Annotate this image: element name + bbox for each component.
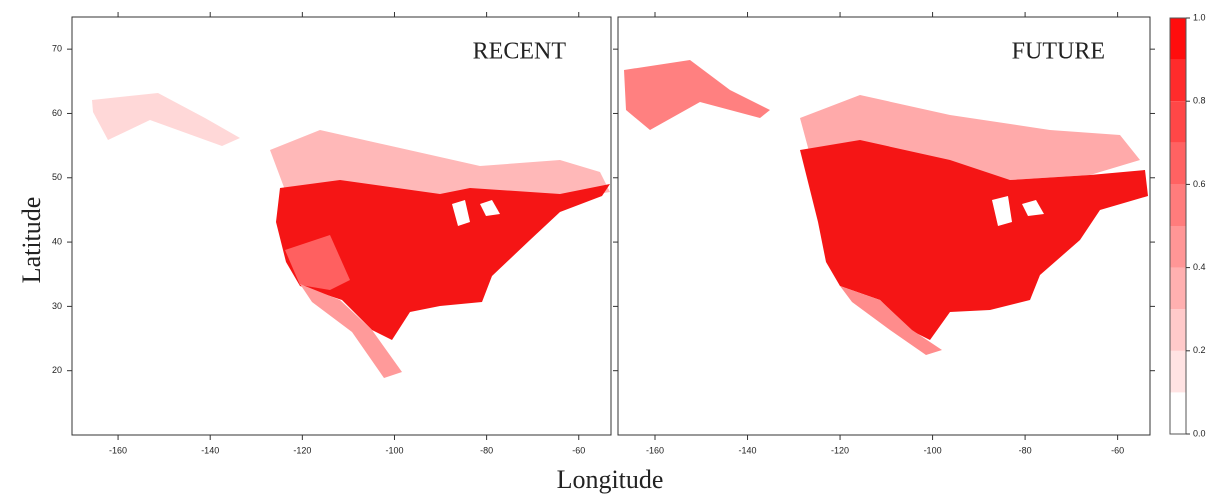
- x-tick-label: -140: [739, 445, 757, 455]
- map-recent: [92, 93, 610, 378]
- x-tick-label: -120: [293, 445, 311, 455]
- panel-label: FUTURE: [1012, 39, 1105, 65]
- y-tick-label: 20: [52, 365, 62, 375]
- colorbar-tick-label: 0.0: [1193, 428, 1206, 438]
- colorbar-band: [1170, 18, 1186, 60]
- colorbar-band: [1170, 309, 1186, 351]
- panel-frame: [71, 16, 612, 436]
- colorbar-tick-label: 0.2: [1193, 345, 1206, 355]
- colorbar-band: [1170, 101, 1186, 143]
- colorbar-tick-label: 0.6: [1193, 179, 1206, 189]
- colorbar-tick-label: 1.0: [1193, 12, 1206, 22]
- colorbar-band: [1170, 59, 1186, 102]
- y-tick-label: 50: [52, 172, 62, 182]
- panel-frame: [617, 16, 1151, 436]
- colorbar-tick-label: 0.8: [1193, 96, 1206, 106]
- colorbar-band: [1170, 350, 1186, 393]
- colorbar-frame: [1169, 17, 1187, 435]
- x-tick-label: -100: [385, 445, 403, 455]
- colorbar-band: [1170, 226, 1186, 268]
- x-axis-label: Longitude: [557, 465, 664, 494]
- x-tick-label: -60: [572, 445, 585, 455]
- x-tick-label: -80: [1019, 445, 1032, 455]
- colorbar-band: [1170, 184, 1186, 226]
- x-tick-label: -100: [924, 445, 942, 455]
- panel-label: RECENT: [473, 39, 567, 65]
- y-tick-label: 60: [52, 108, 62, 118]
- x-tick-label: -80: [480, 445, 493, 455]
- x-tick-label: -160: [646, 445, 664, 455]
- colorbar-band: [1170, 267, 1186, 310]
- x-tick-label: -140: [201, 445, 219, 455]
- y-axis-label: Latitude: [17, 197, 46, 284]
- x-tick-label: -60: [1111, 445, 1124, 455]
- map-future: [624, 60, 1148, 355]
- colorbar-band: [1170, 392, 1186, 434]
- y-tick-label: 40: [52, 236, 62, 246]
- y-tick-label: 30: [52, 301, 62, 311]
- colorbar-band: [1170, 142, 1186, 185]
- x-tick-label: -120: [831, 445, 849, 455]
- y-tick-label: 70: [52, 44, 62, 54]
- colorbar-tick-label: 0.4: [1193, 262, 1206, 272]
- x-tick-label: -160: [109, 445, 127, 455]
